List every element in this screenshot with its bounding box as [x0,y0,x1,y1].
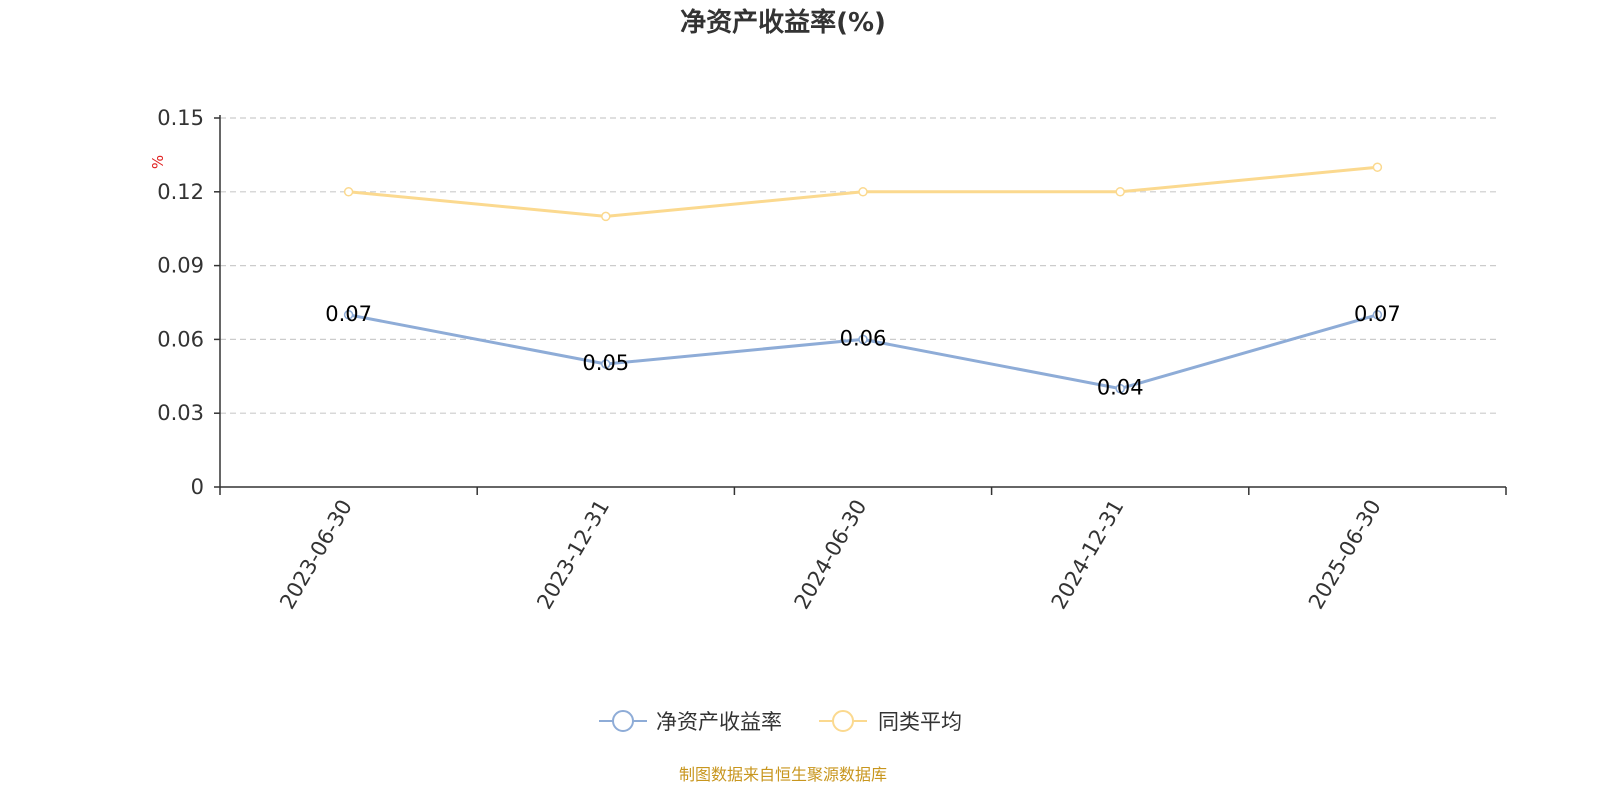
series-point-0[interactable] [1372,310,1383,320]
legend-label-peer-average: 同类平均 [878,710,962,734]
series-point-0[interactable] [601,359,611,369]
chart-title: 净资产收益率(%) [680,7,886,38]
legend-item-roe[interactable]: 净资产收益率 [599,710,782,734]
x-tick-label: 2024-06-30 [790,496,872,614]
gridlines [220,117,1500,414]
y-axis-unit-label: % [149,155,167,169]
y-tick-label: 0.12 [157,180,204,204]
series-point-1[interactable] [1115,187,1125,197]
series-point-0[interactable] [858,334,868,345]
y-tick-label: 0 [191,475,204,499]
x-tick-label: 2025-06-30 [1304,496,1386,614]
legend-marker-roe [612,710,634,732]
series-lines [343,162,1383,394]
series-point-0[interactable] [343,310,354,320]
x-tick-label: 2024-12-31 [1047,496,1129,614]
legend-marker-peer-average [832,710,854,732]
axes: 0 0.03 0.06 0.09 0.12 0.15 2023-06-30 2023-12-3… [157,106,1507,614]
series-point-1[interactable] [601,211,611,222]
x-tick-label: 2023-12-31 [532,496,614,614]
data-label: 0.06 [840,326,887,350]
y-tick-label: 0.06 [157,327,204,351]
data-label: 0.07 [325,302,372,326]
data-labels: 0.07 0.05 0.06 0.04 0.07 [325,302,1401,400]
source-note: 制图数据来自恒生聚源数据库 [679,765,887,784]
series-point-1[interactable] [858,187,868,197]
series-point-1[interactable] [343,187,354,197]
legend-item-peer-average[interactable]: 同类平均 [819,710,962,734]
series-point-1[interactable] [1372,162,1383,172]
data-label: 0.04 [1097,376,1144,400]
y-tick-label: 0.15 [157,106,204,130]
x-tick-label: 2023-06-30 [275,496,357,614]
data-label: 0.07 [1354,302,1401,326]
legend[interactable]: 净资产收益率 同类平均 [599,710,962,734]
y-tick-label: 0.09 [157,254,204,278]
series-point-0[interactable] [1115,383,1125,394]
y-tick-label: 0.03 [157,401,204,425]
data-label: 0.05 [582,351,629,375]
legend-label-roe: 净资产收益率 [656,710,782,734]
